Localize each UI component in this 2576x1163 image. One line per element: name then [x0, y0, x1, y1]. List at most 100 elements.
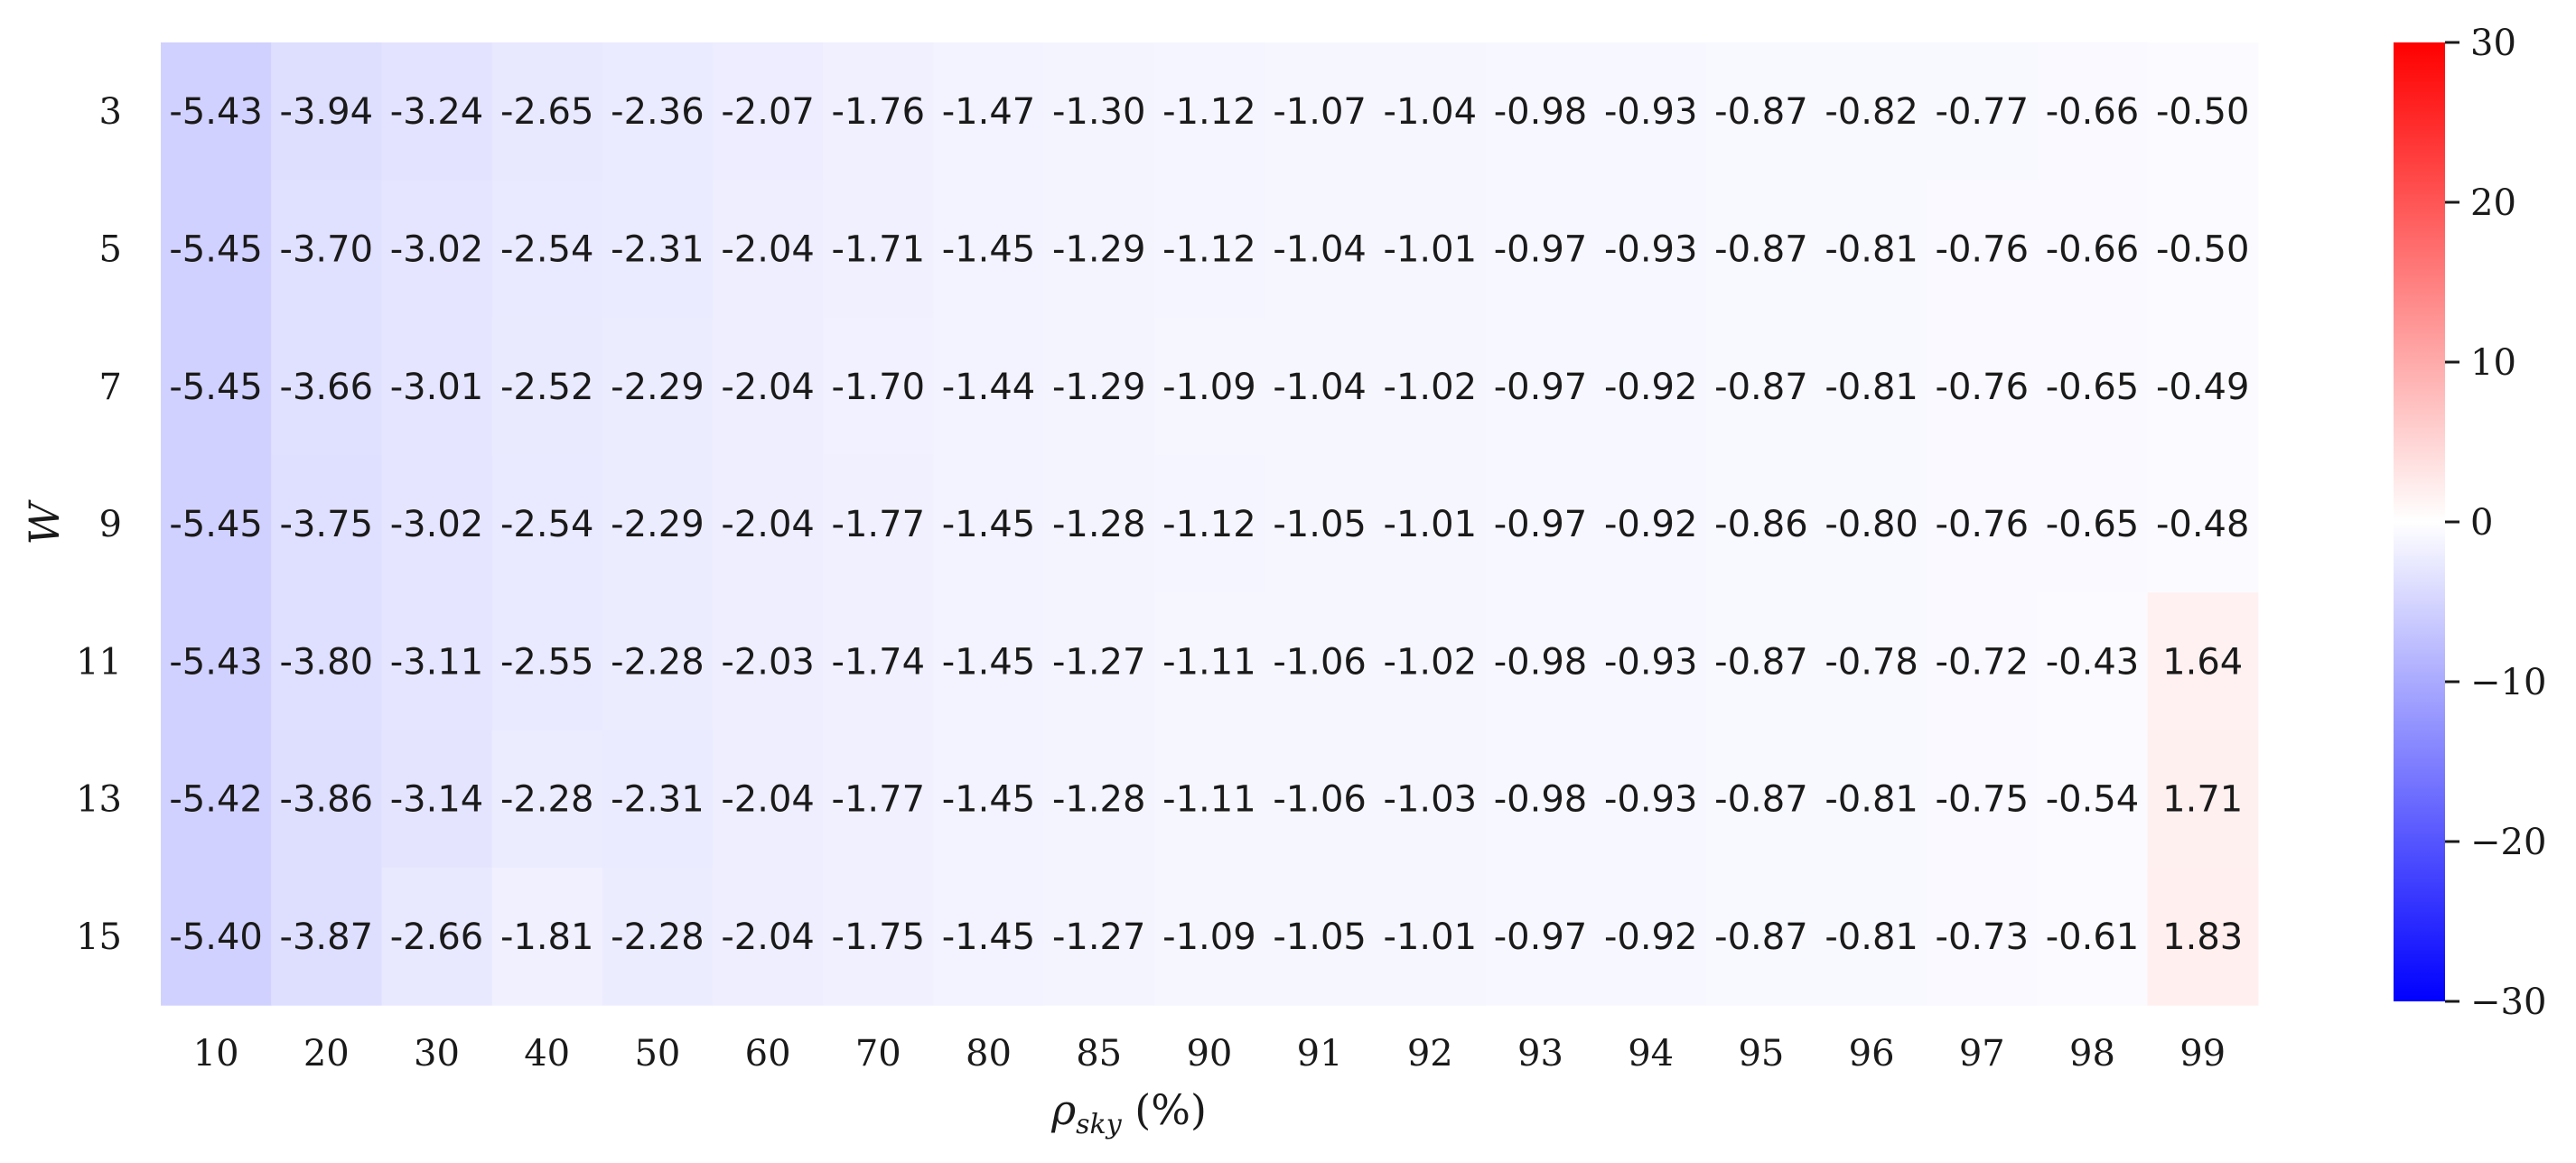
heatmap-cell-w11-rho60 — [713, 592, 824, 731]
heatmap-cell-w3-rho94 — [1595, 42, 1707, 181]
heatmap-cell-w5-rho97 — [1927, 180, 2038, 319]
heatmap-cell-w11-rho40 — [491, 592, 603, 731]
cell-value-label: -2.04 — [721, 228, 815, 270]
cell-value-label: -2.54 — [500, 228, 594, 270]
heatmap-cell-w9-rho99 — [2147, 454, 2259, 593]
heatmap-cell-w5-rho60 — [713, 180, 824, 319]
x-tick-label: 10 — [193, 1033, 239, 1075]
cell-value-label: -3.66 — [280, 367, 374, 408]
cell-value-label: -1.09 — [1162, 367, 1256, 408]
heatmap-cell-w11-rho70 — [823, 592, 934, 731]
heatmap-cell-w9-rho40 — [491, 454, 603, 593]
heatmap-cell-w11-rho91 — [1265, 592, 1376, 731]
heatmap-cell-w3-rho98 — [2037, 42, 2149, 181]
heatmap-cell-w7-rho50 — [602, 317, 714, 456]
cell-value-label: -0.97 — [1494, 367, 1588, 408]
heatmap-cell-w7-rho30 — [381, 317, 493, 456]
heatmap-cell-w9-rho98 — [2037, 454, 2149, 593]
cell-value-label: -2.04 — [721, 916, 815, 958]
heatmap-cell-w15-rho96 — [1816, 867, 1927, 1006]
heatmap-cells — [161, 42, 2259, 1006]
heatmap-cell-w3-rho95 — [1705, 42, 1817, 181]
heatmap-cell-w15-rho40 — [491, 867, 603, 1006]
heatmap-cell-w9-rho94 — [1595, 454, 1707, 593]
heatmap-cell-w13-rho97 — [1927, 730, 2038, 869]
cell-value-label: -1.45 — [942, 779, 1036, 821]
heatmap-cell-w7-rho10 — [161, 317, 272, 456]
x-tick-label: 30 — [414, 1033, 460, 1075]
cell-value-label: -1.01 — [1384, 504, 1478, 545]
heatmap-cell-w15-rho60 — [713, 867, 824, 1006]
heatmap-cell-w9-rho90 — [1153, 454, 1265, 593]
y-tick-label: 3 — [99, 91, 122, 133]
cell-value-label: -1.02 — [1384, 641, 1478, 683]
cell-value-label: -1.71 — [832, 228, 926, 270]
cell-value-label: -0.87 — [1714, 228, 1808, 270]
cell-value-label: -5.45 — [169, 228, 263, 270]
heatmap-cell-w13-rho40 — [491, 730, 603, 869]
colorbar-tick-label: 20 — [2470, 182, 2516, 224]
heatmap-cell-w15-rho70 — [823, 867, 934, 1006]
cell-value-label: -0.72 — [1936, 641, 2030, 683]
heatmap-cell-w11-rho50 — [602, 592, 714, 731]
heatmap-cell-w11-rho98 — [2037, 592, 2149, 731]
cell-value-label: -0.93 — [1604, 641, 1698, 683]
cell-value-label: -0.80 — [1825, 504, 1918, 545]
x-tick-label: 80 — [966, 1033, 1012, 1075]
cell-value-label: -1.44 — [942, 367, 1036, 408]
heatmap-cell-w7-rho20 — [271, 317, 382, 456]
cell-value-label: -2.28 — [611, 641, 705, 683]
heatmap-cell-w13-rho70 — [823, 730, 934, 869]
cell-value-label: -0.76 — [1936, 228, 2030, 270]
cell-value-label: -3.80 — [280, 641, 374, 683]
cell-value-label: -5.40 — [169, 916, 263, 958]
cell-value-label: -0.81 — [1825, 228, 1918, 270]
heatmap-cell-w13-rho20 — [271, 730, 382, 869]
cell-value-label: -1.07 — [1273, 91, 1367, 133]
heatmap-cell-w5-rho93 — [1485, 180, 1597, 319]
y-tick-label: 9 — [99, 504, 122, 545]
cell-value-label: -1.81 — [500, 916, 594, 958]
cell-value-label: -0.87 — [1714, 916, 1808, 958]
heatmap-cell-w7-rho98 — [2037, 317, 2149, 456]
cell-value-label: -1.11 — [1162, 641, 1256, 683]
heatmap-cell-w3-rho30 — [381, 42, 493, 181]
heatmap-cell-w13-rho50 — [602, 730, 714, 869]
x-tick-label: 94 — [1628, 1033, 1674, 1075]
cell-value-label: -1.11 — [1162, 779, 1256, 821]
cell-value-label: -0.98 — [1494, 641, 1588, 683]
colorbar: 30 20 10 0 −10 −20 −30 — [2394, 23, 2546, 1023]
cell-value-label: -0.87 — [1714, 367, 1808, 408]
cell-value-label: -1.09 — [1162, 916, 1256, 958]
colorbar-tick-label: 10 — [2470, 342, 2516, 384]
heatmap-cell-w5-rho20 — [271, 180, 382, 319]
cell-value-label: -2.31 — [611, 228, 705, 270]
cell-value-label: -2.07 — [721, 91, 815, 133]
cell-value-label: -0.50 — [2156, 91, 2250, 133]
heatmap-cell-w13-rho60 — [713, 730, 824, 869]
heatmap-cell-w9-rho93 — [1485, 454, 1597, 593]
heatmap-cell-w13-rho92 — [1375, 730, 1486, 869]
cell-value-label: -1.01 — [1384, 228, 1478, 270]
heatmap-cell-w5-rho95 — [1705, 180, 1817, 319]
heatmap-cell-w3-rho85 — [1043, 42, 1155, 181]
cell-value-label: -1.27 — [1052, 641, 1146, 683]
y-tick-label: 11 — [76, 641, 122, 683]
cell-value-label: -0.65 — [2046, 504, 2140, 545]
cell-value-label: -0.61 — [2046, 916, 2140, 958]
heatmap-cell-w15-rho10 — [161, 867, 272, 1006]
cell-value-label: -0.48 — [2156, 504, 2250, 545]
heatmap-cell-w15-rho91 — [1265, 867, 1376, 1006]
heatmap-cell-w15-rho30 — [381, 867, 493, 1006]
heatmap-cell-w7-rho85 — [1043, 317, 1155, 456]
heatmap-cell-w15-rho85 — [1043, 867, 1155, 1006]
cell-value-label: -1.30 — [1052, 91, 1146, 133]
cell-value-label: -1.77 — [832, 779, 926, 821]
heatmap-cell-w9-rho10 — [161, 454, 272, 593]
heatmap-cell-w7-rho96 — [1816, 317, 1927, 456]
cell-value-label: -0.81 — [1825, 367, 1918, 408]
cell-value-label: -3.24 — [390, 91, 484, 133]
cell-value-label: -3.86 — [280, 779, 374, 821]
cell-value-label: -3.75 — [280, 504, 374, 545]
heatmap-cell-w5-rho96 — [1816, 180, 1927, 319]
